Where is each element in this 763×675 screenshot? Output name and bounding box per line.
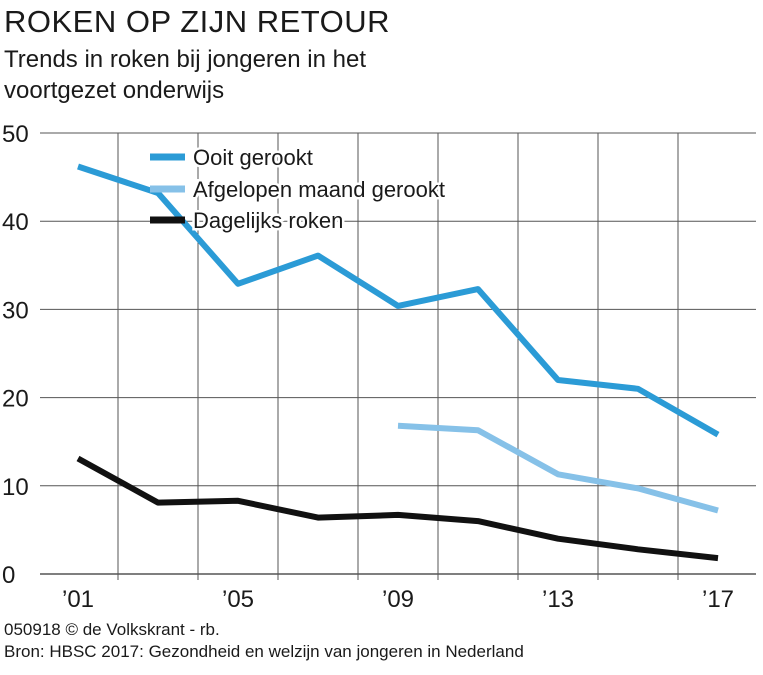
chart-subtitle: Trends in roken bij jongeren in het voor… bbox=[4, 46, 366, 104]
x-tick-label-2009: ’09 bbox=[382, 586, 414, 613]
x-tick-label-2017: ’17 bbox=[702, 586, 734, 613]
x-tick-label-2013: ’13 bbox=[542, 586, 574, 613]
y-tick-label-40: 40 bbox=[2, 209, 29, 236]
legend-label-2: Afgelopen maand gerookt bbox=[193, 177, 445, 202]
y-tick-label-10: 10 bbox=[2, 474, 29, 501]
x-tick-label-2005: ’05 bbox=[222, 586, 254, 613]
legend-label-3: Dagelijks roken bbox=[193, 208, 343, 233]
y-tick-label-30: 30 bbox=[2, 297, 29, 324]
y-tick-label-0: 0 bbox=[2, 562, 15, 589]
y-axis-ticks: 0 10 20 30 40 50 bbox=[2, 121, 29, 589]
legend-label-1: Ooit gerookt bbox=[193, 145, 313, 170]
legend: Ooit gerookt Afgelopen maand gerookt Dagel… bbox=[150, 143, 447, 236]
y-tick-label-20: 20 bbox=[2, 386, 29, 413]
source-line: Bron: HBSC 2017: Gezondheid en welzijn v… bbox=[4, 642, 524, 661]
chart-title: ROKEN OP ZIJN RETOUR bbox=[4, 4, 391, 39]
series-line-1 bbox=[77, 163, 720, 438]
y-tick-label-50: 50 bbox=[2, 121, 29, 148]
series-line-2 bbox=[397, 422, 719, 514]
series-lines bbox=[76, 163, 720, 562]
x-axis-ticks: ’01 ’05 ’09 ’13 ’17 bbox=[62, 586, 734, 613]
x-tick-label-2001: ’01 bbox=[62, 586, 94, 613]
series-line-3 bbox=[76, 455, 719, 562]
credit-line: 050918 © de Volkskrant - rb. bbox=[4, 620, 220, 639]
